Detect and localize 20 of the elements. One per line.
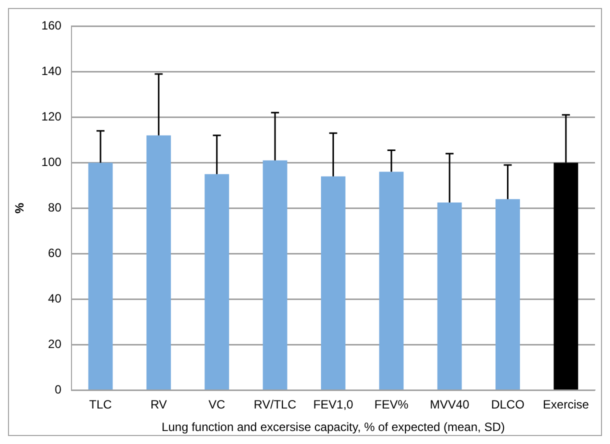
x-tick-label: FEV% (374, 398, 409, 412)
x-tick-label: VC (208, 398, 226, 412)
y-tick-label: 80 (48, 200, 62, 215)
y-tick-label: 20 (48, 337, 62, 352)
y-tick-label: 140 (41, 64, 62, 78)
x-tick-label: Exercise (542, 398, 590, 412)
x-tick-label: MVV40 (430, 398, 470, 412)
y-axis-title: % (12, 202, 27, 214)
x-tick-label: RV (150, 398, 167, 412)
x-tick-label: DLCO (491, 398, 524, 412)
x-tick-label: RV/TLC (254, 398, 297, 412)
y-tick-label: 100 (41, 155, 62, 170)
x-tick-label: FEV1,0 (313, 398, 354, 412)
y-tick-label: 40 (48, 292, 62, 306)
y-tick-label: 0 (54, 382, 62, 397)
y-tick-label: 160 (41, 18, 62, 33)
x-tick-label: TLC (89, 398, 112, 412)
y-tick-label: 60 (48, 246, 62, 260)
y-tick-label: 120 (41, 110, 62, 124)
x-axis-title: Lung function and excersise capacity, % of expected (mean, SD) (162, 420, 505, 434)
